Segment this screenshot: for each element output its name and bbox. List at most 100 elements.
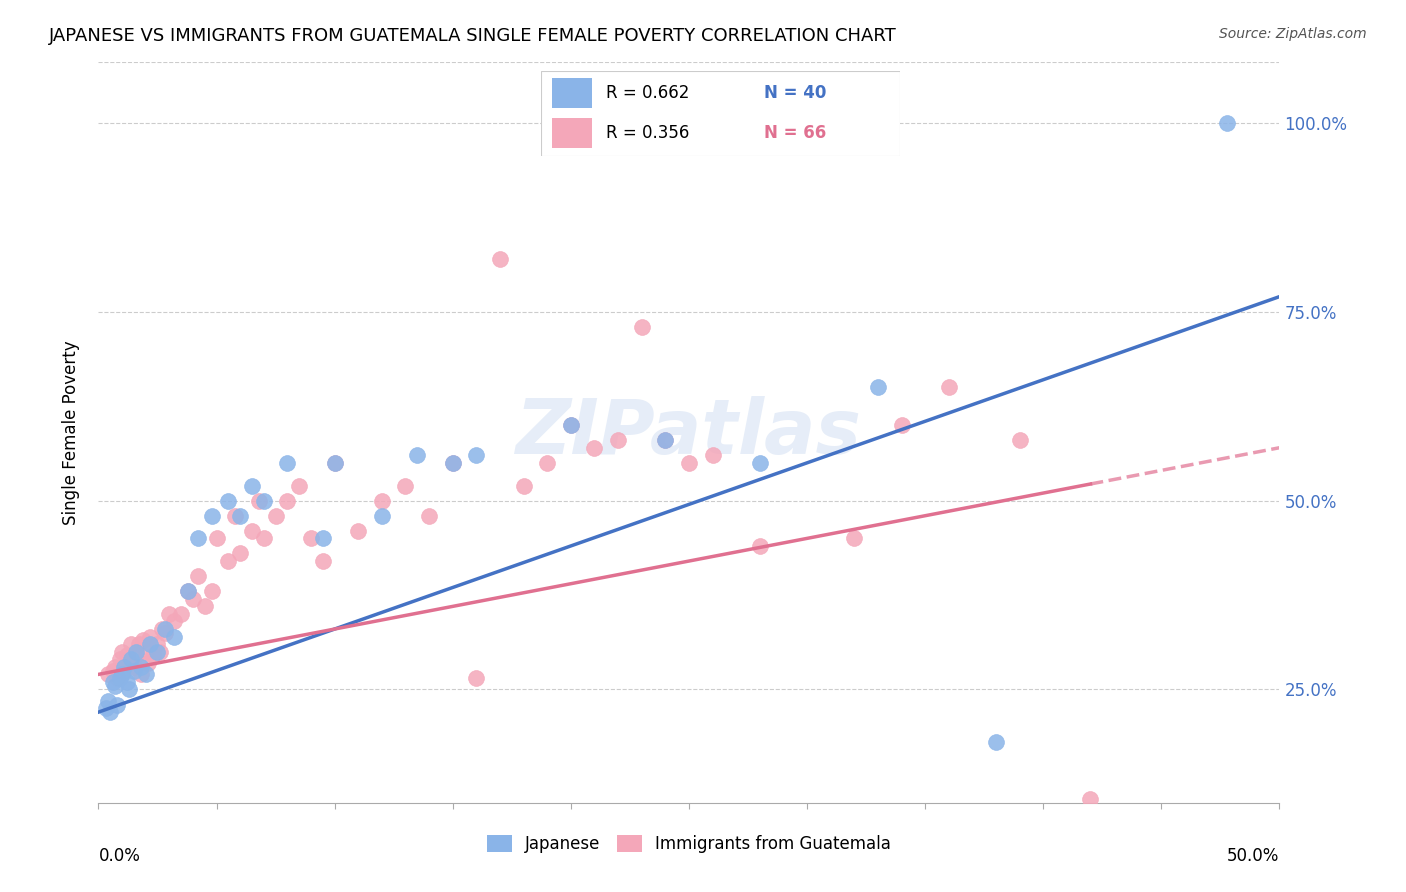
Point — [441, 456, 464, 470]
Point — [323, 456, 346, 470]
Point — [105, 698, 128, 712]
Point — [1216, 116, 1239, 130]
Point — [536, 456, 558, 470]
Point — [163, 630, 186, 644]
Point — [890, 418, 912, 433]
Point — [1080, 792, 1102, 806]
Point — [101, 674, 124, 689]
Point — [441, 456, 464, 470]
Point — [748, 456, 770, 470]
Point — [512, 478, 534, 492]
Point — [115, 674, 138, 689]
Point — [129, 667, 152, 681]
Point — [125, 645, 148, 659]
Point — [323, 456, 346, 470]
Point — [702, 448, 724, 462]
Point — [489, 252, 512, 266]
Point — [560, 418, 582, 433]
Point — [132, 633, 155, 648]
Point — [418, 508, 440, 523]
Point — [121, 652, 143, 666]
Point — [108, 652, 131, 666]
Point — [276, 493, 298, 508]
Point — [121, 637, 143, 651]
Point — [104, 679, 127, 693]
Point — [276, 456, 298, 470]
Point — [115, 648, 138, 663]
Point — [122, 660, 145, 674]
Point — [146, 645, 169, 659]
Point — [217, 493, 239, 508]
Text: ZIPatlas: ZIPatlas — [516, 396, 862, 469]
Point — [312, 554, 335, 568]
Point — [111, 645, 134, 659]
Point — [247, 493, 270, 508]
Point — [136, 656, 159, 670]
Bar — [553, 118, 592, 147]
Point — [1008, 433, 1031, 447]
Point — [157, 607, 180, 621]
Text: 0.0%: 0.0% — [98, 847, 141, 865]
Point — [299, 532, 322, 546]
Text: Source: ZipAtlas.com: Source: ZipAtlas.com — [1219, 27, 1367, 41]
Point — [288, 478, 311, 492]
Point — [583, 441, 606, 455]
Point — [654, 433, 676, 447]
Point — [264, 508, 287, 523]
Point — [128, 637, 150, 651]
Point — [177, 584, 200, 599]
Point — [135, 667, 157, 681]
Point — [177, 584, 200, 599]
Point — [394, 478, 416, 492]
Point — [844, 532, 866, 546]
Bar — [553, 78, 592, 108]
Y-axis label: Single Female Poverty: Single Female Poverty — [62, 341, 80, 524]
Point — [112, 664, 135, 678]
Text: R = 0.662: R = 0.662 — [606, 84, 689, 102]
Point — [135, 645, 157, 659]
Point — [139, 630, 162, 644]
Text: 50.0%: 50.0% — [1227, 847, 1279, 865]
Point — [122, 664, 145, 678]
Point — [146, 637, 169, 651]
Point — [465, 671, 488, 685]
Point — [406, 448, 429, 462]
Point — [105, 671, 128, 685]
Point — [205, 532, 228, 546]
Point — [253, 493, 276, 508]
Point — [224, 508, 246, 523]
Text: N = 66: N = 66 — [763, 124, 825, 142]
Point — [149, 645, 172, 659]
Point — [170, 607, 193, 621]
Point — [98, 705, 121, 719]
Point — [465, 448, 488, 462]
Point — [111, 667, 134, 681]
Point — [866, 380, 889, 394]
Point — [607, 433, 630, 447]
Point — [201, 508, 224, 523]
Point — [150, 622, 173, 636]
Point — [240, 478, 263, 492]
Point — [938, 380, 960, 394]
Point — [153, 622, 176, 636]
Point — [229, 547, 252, 561]
Text: R = 0.356: R = 0.356 — [606, 124, 689, 142]
Point — [163, 615, 186, 629]
Point — [181, 591, 204, 606]
Point — [312, 532, 335, 546]
Point — [118, 682, 141, 697]
Point — [97, 694, 120, 708]
Point — [112, 660, 135, 674]
Point — [371, 493, 394, 508]
Point — [187, 532, 209, 546]
Point — [748, 539, 770, 553]
Point — [194, 599, 217, 614]
Text: N = 40: N = 40 — [763, 84, 825, 102]
Point — [229, 508, 252, 523]
Point — [142, 648, 165, 663]
Text: JAPANESE VS IMMIGRANTS FROM GUATEMALA SINGLE FEMALE POVERTY CORRELATION CHART: JAPANESE VS IMMIGRANTS FROM GUATEMALA SI… — [49, 27, 897, 45]
Point — [139, 637, 162, 651]
Point — [153, 625, 176, 640]
Point — [240, 524, 263, 538]
Point — [125, 648, 148, 663]
